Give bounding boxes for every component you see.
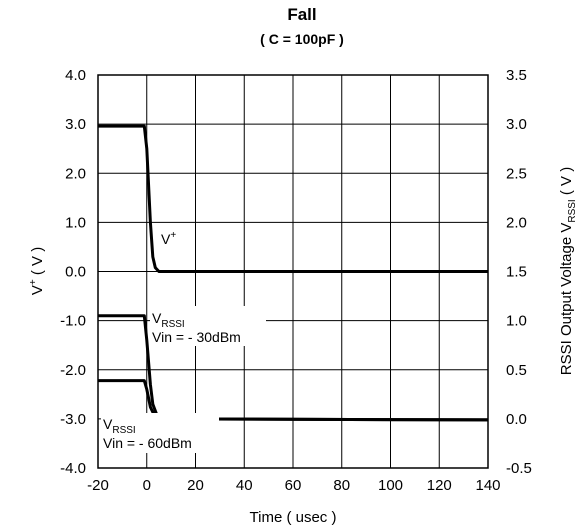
x-tick-label: 100: [378, 477, 403, 494]
x-tick-label: 20: [187, 477, 204, 494]
annotation-vplus: V+: [161, 230, 176, 247]
y-left-tick-label: -4.0: [60, 460, 86, 477]
y-axis-left-label: V+ ( V ): [28, 247, 46, 295]
x-tick-label: 40: [236, 477, 253, 494]
annotation-vrssi1-background: [150, 306, 266, 346]
y-right-tick-label: 2.0: [506, 214, 527, 231]
y-right-tick-label: 1.5: [506, 264, 527, 281]
annotation-vrssi1: VRSSI: [152, 310, 185, 330]
x-tick-label: 60: [285, 477, 302, 494]
y-right-tick-label: -0.5: [506, 460, 532, 477]
y-left-tick-label: -1.0: [60, 313, 86, 330]
y-left-tick-label: 3.0: [65, 116, 86, 133]
x-tick-label: 140: [475, 477, 500, 494]
y-right-tick-label: 2.5: [506, 165, 527, 182]
y-right-tick-label: 3.0: [506, 116, 527, 133]
y-right-tick-label: 0.0: [506, 411, 527, 428]
x-tick-label: 0: [143, 477, 151, 494]
chart-subtitle: ( C = 100pF ): [260, 31, 344, 47]
annotation-vrssi2-vin: Vin = - 60dBm: [103, 435, 192, 451]
y-right-tick-label: 1.0: [506, 313, 527, 330]
chart-title: Fall: [287, 5, 316, 24]
x-tick-label: -20: [87, 477, 109, 494]
x-axis-label: Time ( usec ): [250, 509, 337, 526]
y-right-tick-label: 3.5: [506, 67, 527, 84]
annotation-vrssi2: VRSSI: [103, 416, 136, 436]
x-tick-label: 120: [427, 477, 452, 494]
y-left-tick-label: 2.0: [65, 165, 86, 182]
y-right-tick-label: 0.5: [506, 362, 527, 379]
y-left-tick-label: -3.0: [60, 411, 86, 428]
series-vplus-line: [98, 124, 488, 273]
y-left-tick-label: 1.0: [65, 214, 86, 231]
y-left-tick-label: 0.0: [65, 264, 86, 281]
tick-labels: -20 0 20 40 60 80 100 120 140 4.0 3.0 2.0 1.0 0.0 -1.0…: [60, 67, 532, 494]
annotation-vrssi1-vin: Vin = - 30dBm: [152, 329, 241, 345]
y-axis-right-label: RSSI Output Voltage VRSSI ( V ): [558, 167, 578, 375]
y-left-tick-label: -2.0: [60, 362, 86, 379]
x-tick-label: 80: [333, 477, 350, 494]
y-left-tick-label: 4.0: [65, 67, 86, 84]
annotation-vrssi2-background: [101, 413, 219, 453]
